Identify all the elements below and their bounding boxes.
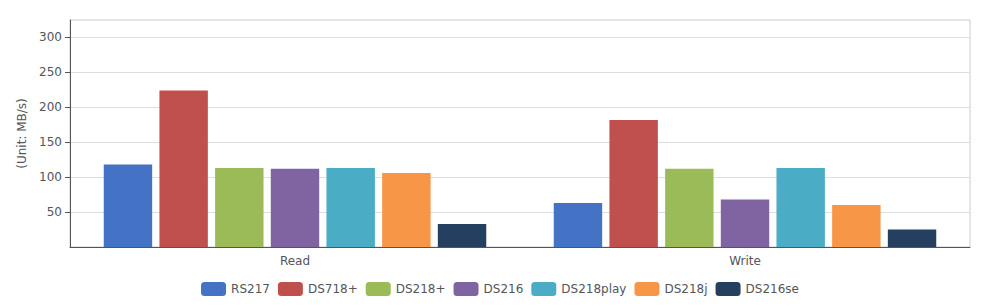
svg-text:DS718+: DS718+: [308, 282, 358, 296]
svg-text:200: 200: [39, 100, 62, 114]
svg-text:(Unit: MB/s): (Unit: MB/s): [15, 98, 29, 169]
svg-text:Read: Read: [280, 254, 310, 268]
svg-text:100: 100: [39, 170, 62, 184]
svg-text:DS218+: DS218+: [396, 282, 446, 296]
svg-text:300: 300: [39, 30, 62, 44]
svg-text:50: 50: [47, 205, 62, 219]
svg-text:DS218play: DS218play: [561, 282, 626, 296]
svg-text:DS216: DS216: [484, 282, 524, 296]
svg-text:250: 250: [39, 65, 62, 79]
svg-text:DS216se: DS216se: [746, 282, 799, 296]
svg-text:150: 150: [39, 135, 62, 149]
svg-text:DS218j: DS218j: [664, 282, 707, 296]
svg-text:Write: Write: [729, 254, 761, 268]
svg-text:RS217: RS217: [231, 282, 270, 296]
